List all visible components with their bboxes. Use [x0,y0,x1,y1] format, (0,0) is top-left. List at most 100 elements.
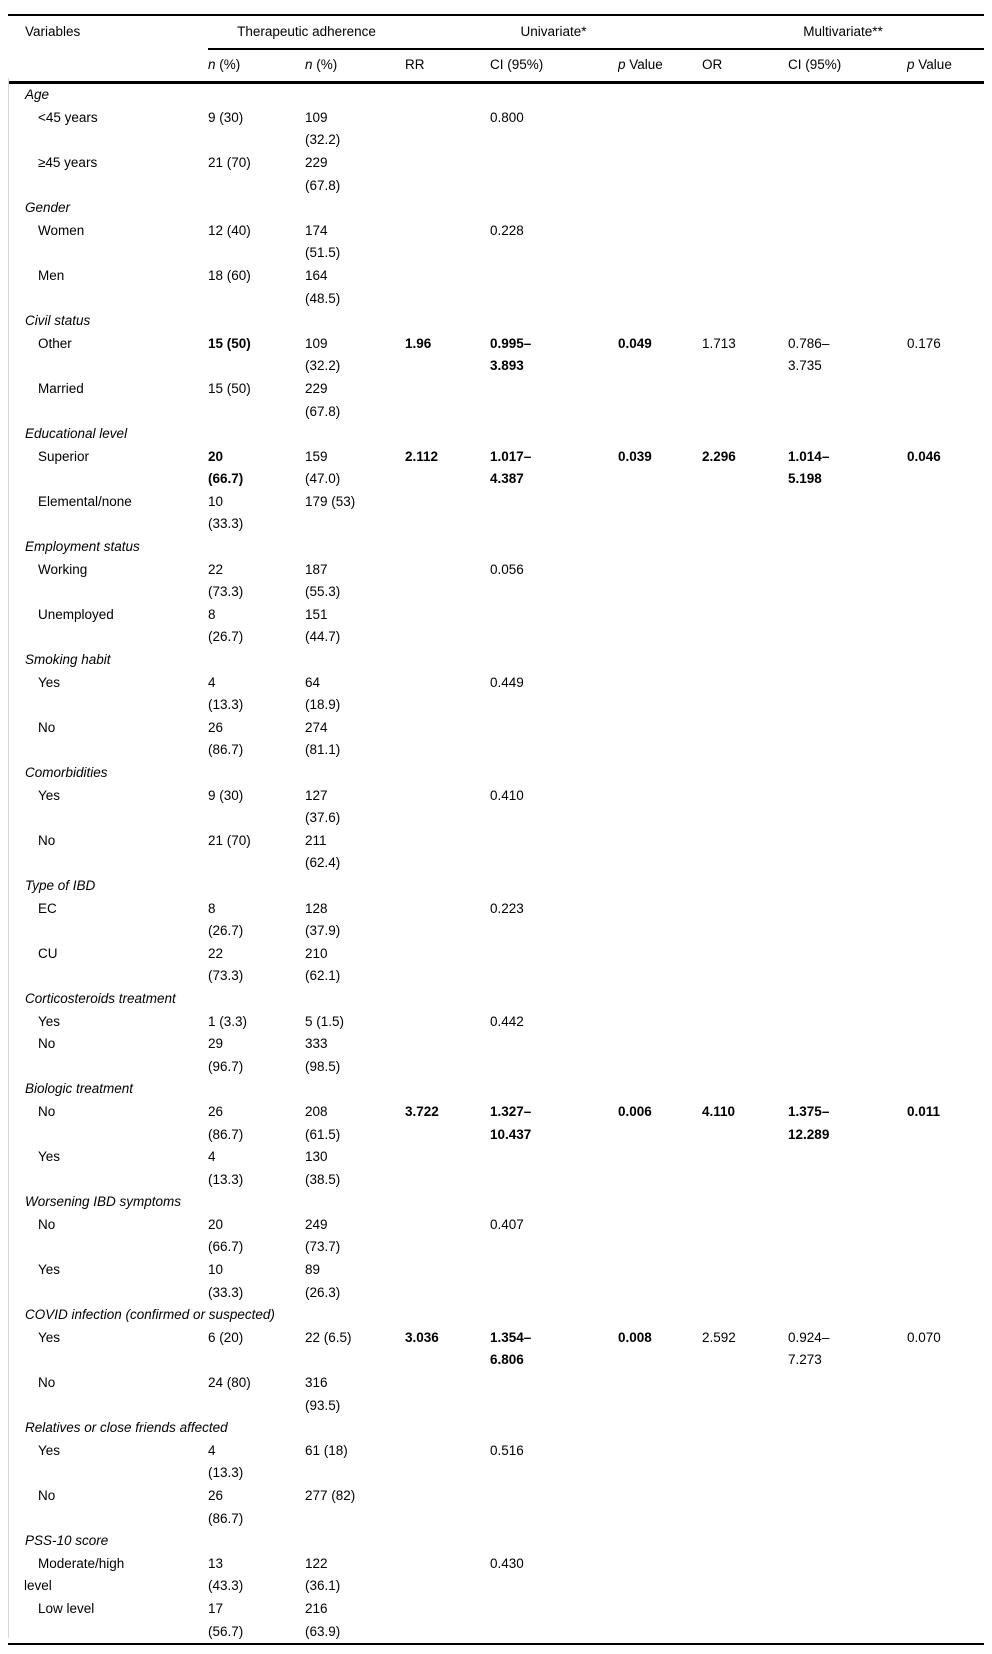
cell-rr [405,1485,490,1530]
section-row: Smoking habit [8,649,984,672]
cell-ci-univariate [490,1146,618,1191]
variable-label: Yes [38,674,61,690]
group-header-row: Variables Therapeutic adherence Univaria… [8,15,985,85]
cell-p-univariate [618,220,702,265]
cell-ci-univariate [490,1033,618,1078]
cell-ci-univariate: 0.223 [490,900,524,916]
cell-p-univariate [618,1598,702,1644]
cell-n-adherent: 17 (56.7) [208,1600,244,1639]
cell-n-adherent: 15 (50) [208,335,251,351]
table-row: Superior 20 (66.7) 159 (47.0) 2.112 1.017– 4… [8,446,984,491]
variable-label: CU [38,945,58,961]
cell-rr [405,943,490,988]
cell-n-nonadherent: 122 (36.1) [305,1555,341,1594]
section-label: Corticosteroids treatment [25,990,176,1006]
table-row: Women 12 (40) 174 (51.5) 0.228 [8,220,984,265]
cell-n-nonadherent: 211 (62.4) [305,832,341,871]
variable-label: Moderate/high level [24,1555,125,1594]
cell-ci-univariate [490,830,618,875]
cell-p-univariate: 0.049 [618,335,652,351]
variable-label: Superior [38,448,90,464]
header-text-part: (%) [312,56,338,72]
table-row: No 26 (86.7) 274 (81.1) [8,717,984,762]
cell-p-univariate [618,1146,702,1191]
cell-rr [405,1214,490,1259]
cell-ci-univariate [490,378,618,423]
cell-p-univariate [618,559,702,604]
header-text-part: RR [405,56,425,72]
cell-n-adherent: 8 (26.7) [208,606,244,645]
header-italic-part: n [208,56,216,72]
cell-ci-univariate: 1.017– 4.387 [490,448,532,487]
cell-or [702,1372,788,1417]
header-text-part: Value [914,56,952,72]
column-header-or: OR [702,48,789,85]
cell-ci-multivariate [788,220,907,265]
cell-n-adherent: 22 (73.3) [208,561,244,600]
cell-ci-multivariate [788,717,907,762]
cell-p-univariate [618,672,702,717]
cell-n-adherent: 26 (86.7) [208,1488,244,1526]
cell-p-multivariate: 0.011 [907,1103,941,1119]
table-row: Yes 10 (33.3) 89 (26.3) [8,1259,984,1304]
cell-ci-multivariate [788,265,907,310]
cell-p-multivariate [907,1372,984,1417]
cell-or [702,1011,788,1034]
cell-n-adherent: 21 (70) [208,154,251,170]
cell-n-adherent: 24 (80) [208,1375,251,1391]
table-row: Working 22 (73.3) 187 (55.3) 0.056 [8,559,984,604]
variable-label: Unemployed [38,606,114,622]
cell-n-adherent: 20 (66.7) [208,448,244,487]
cell-p-multivariate: 0.176 [907,335,941,351]
cell-p-univariate [618,1011,702,1034]
cell-ci-multivariate: 1.375– 12.289 [788,1103,830,1142]
cell-p-univariate [618,152,702,197]
cell-or: 2.592 [702,1329,736,1345]
cell-n-nonadherent: 22 (6.5) [305,1329,352,1345]
cell-p-univariate [618,1372,702,1417]
column-header-ci-multivariate: CI (95%) [788,48,908,85]
cell-rr [405,1146,490,1191]
cell-rr [405,604,490,649]
cell-p-univariate [618,491,702,536]
cell-n-nonadherent: 151 (44.7) [305,606,341,645]
cell-n-nonadherent: 109 (32.2) [305,335,341,374]
section-label: Age [25,87,50,103]
column-header-p-univariate: p Value [618,48,703,85]
cell-p-univariate [618,1259,702,1304]
cell-p-multivariate: 0.046 [907,448,941,464]
cell-rr [405,1259,490,1304]
variable-label: No [38,719,56,735]
cell-n-adherent: 26 (86.7) [208,719,244,758]
cell-n-adherent: 10 (33.3) [208,1262,244,1300]
cell-n-adherent: 15 (50) [208,380,251,396]
cell-n-adherent: 21 (70) [208,832,251,848]
column-header-variables: Variables [8,15,208,85]
cell-rr: 2.112 [405,448,439,464]
cell-or [702,672,788,717]
cell-rr [405,1553,490,1598]
cell-rr [405,559,490,604]
cell-p-univariate: 0.006 [618,1103,652,1119]
cell-p-univariate [618,1553,702,1598]
variable-label: No [38,1375,56,1391]
table-row: Yes 4 (13.3) 64 (18.9) 0.449 [8,672,984,717]
cell-n-nonadherent: 89 (26.3) [305,1262,341,1300]
variable-label: Yes [38,1329,61,1345]
cell-n-nonadherent: 61 (18) [305,1442,348,1458]
section-label: Smoking habit [25,652,111,668]
cell-n-adherent: 20 (66.7) [208,1216,244,1255]
cell-p-multivariate [907,672,984,717]
cell-p-multivariate [907,604,984,649]
column-header-rr: RR [405,48,490,85]
cell-ci-univariate [490,1485,618,1530]
variable-label: Yes [38,1013,61,1029]
cell-ci-univariate: 0.516 [490,1442,524,1458]
cell-p-multivariate [907,491,984,536]
table-row: Low level 17 (56.7) 216 (63.9) [8,1598,984,1644]
variable-label: Other [38,335,72,351]
cell-n-nonadherent: 159 (47.0) [305,448,341,487]
variable-label: EC [38,900,57,916]
table-row: No 24 (80) 316 (93.5) [8,1372,984,1417]
variable-label: Married [38,380,84,396]
